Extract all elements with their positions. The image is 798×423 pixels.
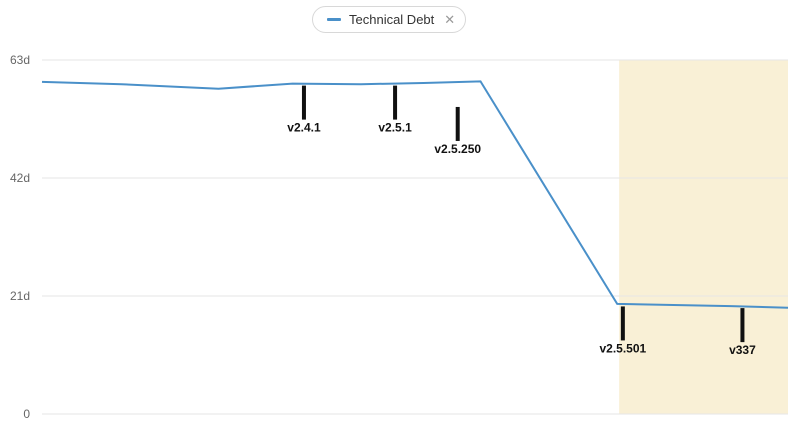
close-icon[interactable]: ✕ <box>444 11 456 27</box>
y-tick-label: 63d <box>10 53 30 67</box>
release-label: v337 <box>729 343 756 357</box>
y-axis-ticks: 0 21d 42d 63d <box>10 53 30 421</box>
series-line-technical-debt[interactable] <box>41 80 789 309</box>
release-label: v2.5.1 <box>378 121 412 135</box>
grid-lines <box>42 59 788 415</box>
release-label: v2.5.501 <box>599 341 646 355</box>
highlight-region <box>619 60 788 414</box>
y-tick-label: 42d <box>10 171 30 185</box>
legend-item-technical-debt[interactable]: Technical Debt ✕ <box>312 6 466 33</box>
release-label: v2.5.250 <box>434 142 481 156</box>
release-markers: v2.4.1 v2.5.1 v2.5.250 v2.5.501 v337 <box>287 85 756 357</box>
y-tick-label: 0 <box>23 407 30 421</box>
y-tick-label: 21d <box>10 289 30 303</box>
legend-label: Technical Debt <box>349 12 435 27</box>
legend-swatch <box>327 18 341 21</box>
release-label: v2.4.1 <box>287 121 321 135</box>
